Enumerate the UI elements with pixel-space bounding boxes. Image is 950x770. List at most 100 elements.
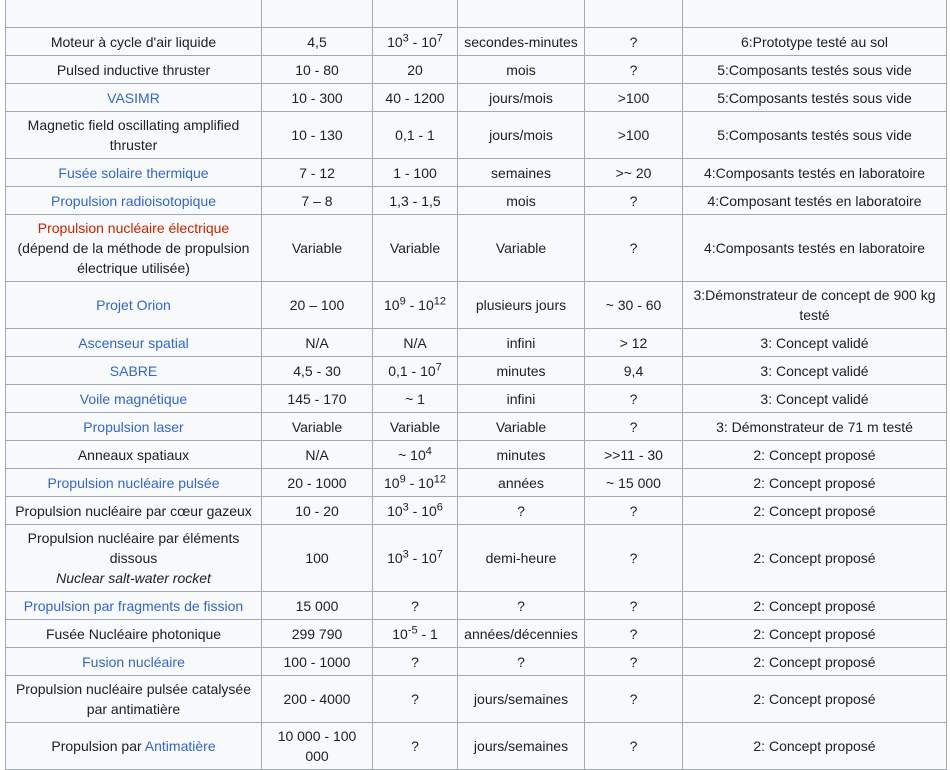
exponent: 9 xyxy=(399,295,406,308)
table-row: Propulsion radioisotopique 7 – 8 1,3 - 1,5… xyxy=(5,186,947,215)
value-cell: semaines xyxy=(457,158,585,187)
trl-cell: 5:Composants testés sous vide xyxy=(682,83,947,112)
value-cell: 0,1 - 1 xyxy=(372,111,458,159)
propulsion-comparison-table: Moteur à cycle d'air liquide 4,5 103 - 107… xyxy=(5,0,947,770)
table-row: Propulsion nucléaire pulsée 20 - 1000 109 … xyxy=(5,468,947,497)
wiki-link[interactable]: Antimatière xyxy=(144,738,216,754)
value-cell: ? xyxy=(372,675,458,723)
trl-cell: 4:Composant testés en laboratoire xyxy=(682,186,947,215)
wiki-link[interactable]: Propulsion radioisotopique xyxy=(51,192,216,209)
value-cell: ? xyxy=(457,496,585,525)
value-cell: Variable xyxy=(457,214,585,282)
method-label: Anneaux spatiaux xyxy=(77,446,190,463)
wiki-link[interactable]: Fusée solaire thermique xyxy=(58,164,209,181)
trl-cell: 3: Démonstrateur de 71 m testé xyxy=(682,412,947,441)
value-cell: ? xyxy=(584,591,683,620)
partial-row-cell xyxy=(372,0,458,28)
table-row: Propulsion nucléaire par cœur gazeux 10 -… xyxy=(5,496,947,525)
exponent: 7 xyxy=(436,31,443,44)
value-cell: ? xyxy=(584,496,683,525)
method-label: Propulsion nucléaire par éléments dissou… xyxy=(27,530,240,566)
method-cell: Anneaux spatiaux xyxy=(5,440,262,469)
wiki-link[interactable]: Propulsion nucléaire pulsée xyxy=(47,474,220,491)
trl-cell: 4:Composants testés en laboratoire xyxy=(682,214,947,282)
foreign-term-label: Nuclear salt-water rocket xyxy=(56,570,211,586)
method-cell: Fusion nucléaire xyxy=(5,647,262,676)
value-cell: ~ 1 xyxy=(372,384,458,413)
trl-cell: 2: Concept proposé xyxy=(682,468,947,497)
table-row: Pulsed inductive thruster 10 - 80 20 mois? 5… xyxy=(5,55,947,84)
method-label: (dépend de la méthode de propulsion élec… xyxy=(17,240,250,276)
trl-cell: 2: Concept proposé xyxy=(682,496,947,525)
value-cell: mois xyxy=(457,186,585,215)
wiki-link[interactable]: SABRE xyxy=(109,362,158,379)
value-cell: 100 xyxy=(261,524,373,592)
method-cell: Moteur à cycle d'air liquide xyxy=(5,27,262,56)
table-row: Propulsion nucléaire pulsée catalysée pa… xyxy=(5,675,947,723)
table-row: Propulsion laser Variable Variable Variable… xyxy=(5,412,947,441)
value-cell: Variable xyxy=(372,214,458,282)
value-cell: ~ 30 - 60 xyxy=(584,281,683,329)
method-cell: Pulsed inductive thruster xyxy=(5,55,262,84)
table-row: Propulsion par fragments de fission 15 00… xyxy=(5,591,947,620)
value-cell: 4,5 - 30 xyxy=(261,356,373,385)
value-cell: ? xyxy=(584,186,683,215)
value-cell: 9,4 xyxy=(584,356,683,385)
value-cell: minutes xyxy=(457,440,585,469)
value-cell: >100 xyxy=(584,111,683,159)
wiki-link[interactable]: Propulsion laser xyxy=(83,418,184,435)
value-cell: 200 - 4000 xyxy=(261,675,373,723)
table-row: Ascenseur spatial N/A N/A infini > 12 3: Conc… xyxy=(5,328,947,357)
value-cell: années xyxy=(457,468,585,497)
value-cell: Variable xyxy=(261,412,373,441)
exponent: 7 xyxy=(436,548,443,561)
wiki-link[interactable]: Fusion nucléaire xyxy=(82,653,185,670)
value-cell: 10 000 - 100 000 xyxy=(261,722,373,770)
value-cell: minutes xyxy=(457,356,585,385)
value-cell: ? xyxy=(457,591,585,620)
partial-row-cell xyxy=(457,0,585,28)
table-row: Fusée solaire thermique 7 - 12 1 - 100 sema… xyxy=(5,158,947,187)
table-row: Propulsion par Antimatière 10 000 - 100 0… xyxy=(5,722,947,770)
wiki-link[interactable]: Propulsion par fragments de fission xyxy=(23,597,244,614)
value-cell: 1 - 100 xyxy=(372,158,458,187)
value-cell: ? xyxy=(584,619,683,648)
method-label: Magnetic field oscillating amplified thr… xyxy=(27,117,240,153)
partial-row-cell xyxy=(584,0,683,28)
wiki-link[interactable]: Ascenseur spatial xyxy=(78,334,189,351)
method-cell: Projet Orion xyxy=(5,281,262,329)
value-cell: >>11 - 30 xyxy=(584,440,683,469)
table-row: Projet Orion 20 – 100 109 - 1012 plusieurs … xyxy=(5,281,947,329)
value-cell: 103 - 107 xyxy=(372,27,458,56)
exponent: 4 xyxy=(425,444,432,457)
value-cell: 4,5 xyxy=(261,27,373,56)
value-cell: 0,1 - 107 xyxy=(372,356,458,385)
method-cell: Propulsion par Antimatière xyxy=(5,722,262,770)
method-cell: Propulsion par fragments de fission xyxy=(5,591,262,620)
value-cell: 10 - 20 xyxy=(261,496,373,525)
value-cell: années/décennies xyxy=(457,619,585,648)
trl-cell: 3:Démonstrateur de concept de 900 kg tes… xyxy=(682,281,947,329)
table-row: Magnetic field oscillating amplified thr… xyxy=(5,111,947,159)
trl-cell: 2: Concept proposé xyxy=(682,675,947,723)
method-cell: SABRE xyxy=(5,356,262,385)
wiki-link[interactable]: VASIMR xyxy=(107,89,160,106)
value-cell: 299 790 xyxy=(261,619,373,648)
method-cell: Magnetic field oscillating amplified thr… xyxy=(5,111,262,159)
value-cell: > 12 xyxy=(584,328,683,357)
value-cell: >~ 20 xyxy=(584,158,683,187)
wiki-link[interactable]: Voile magnétique xyxy=(79,390,188,407)
trl-cell: 6:Prototype testé au sol xyxy=(682,27,947,56)
wiki-link[interactable]: Projet Orion xyxy=(96,297,171,313)
method-cell: Propulsion laser xyxy=(5,412,262,441)
table-row: Propulsion nucléaire par éléments dissou… xyxy=(5,524,947,592)
value-cell: ? xyxy=(584,524,683,592)
value-cell: jours/semaines xyxy=(457,722,585,770)
trl-cell: 2: Concept proposé xyxy=(682,524,947,592)
wiki-redlink[interactable]: Propulsion nucléaire électrique xyxy=(37,220,230,236)
value-cell: 15 000 xyxy=(261,591,373,620)
value-cell: 145 - 170 xyxy=(261,384,373,413)
value-cell: 7 – 8 xyxy=(261,186,373,215)
trl-cell: 5:Composants testés sous vide xyxy=(682,111,947,159)
